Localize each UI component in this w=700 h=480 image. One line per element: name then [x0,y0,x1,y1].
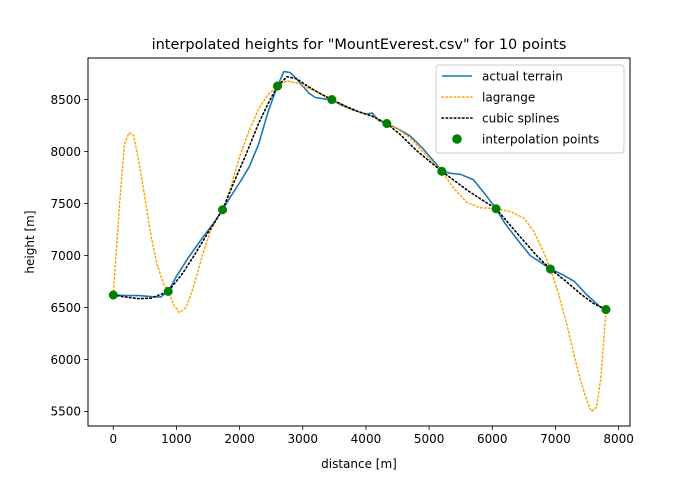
x-tick-label: 2000 [224,432,255,446]
plot-area [108,70,611,413]
legend-label: lagrange [482,90,535,104]
interpolation-point [545,264,555,274]
y-tick-label: 8500 [50,93,81,107]
x-tick-label: 0 [109,432,117,446]
interpolation-point [382,118,392,129]
series-line-cubic-splines [112,75,607,311]
y-tick-label: 6500 [50,301,81,315]
legend-marker-interpolation-points [452,134,462,144]
x-axis-label: distance [m] [321,457,397,471]
interpolation-point [437,166,447,176]
x-tick-label: 3000 [288,432,319,446]
interpolation-point [327,95,337,105]
y-axis: 5500 6000 6500 7000 7500 8000 8500 [50,93,88,419]
y-tick-label: 6000 [50,353,81,367]
x-tick-label: 5000 [414,432,445,446]
x-tick-label: 1000 [161,432,192,446]
interpolation-point [163,286,173,296]
interpolation-point [491,204,501,214]
x-tick-label: 8000 [603,432,634,446]
x-tick-label: 7000 [540,432,571,446]
series-line-actual-terrain [113,70,607,311]
axes-frame [87,57,631,427]
chart-title: interpolated heights for "MountEverest.c… [152,37,567,53]
interpolation-point [272,81,283,91]
legend: actual terrain lagrange cubic splines inter… [435,64,625,154]
interpolation-point [601,305,611,315]
x-tick-label: 4000 [351,432,382,446]
legend-label: interpolation points [482,132,599,146]
legend-label: cubic splines [482,111,559,125]
x-axis: 0 1000 2000 3000 4000 5000 6000 7000 8000 [109,426,634,446]
legend-box [435,64,625,154]
x-tick-label: 6000 [477,432,508,446]
interpolation-point [218,205,228,215]
y-tick-label: 5500 [50,405,81,419]
y-axis-label: height [m] [23,210,37,273]
interpolation-point [108,290,118,300]
y-tick-label: 7500 [50,197,81,211]
y-tick-label: 8000 [50,145,81,159]
legend-label: actual terrain [482,69,563,83]
y-tick-label: 7000 [50,249,81,263]
